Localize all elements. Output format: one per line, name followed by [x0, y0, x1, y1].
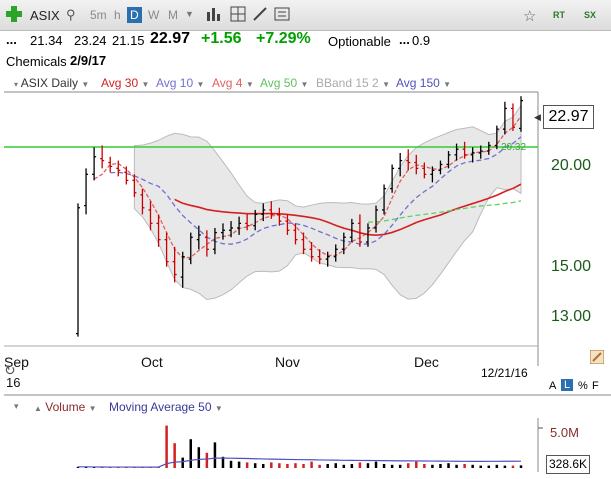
avg10-line	[110, 136, 522, 245]
y-tick-20: 20.00	[551, 157, 592, 174]
quote-ellipsis: ...	[399, 32, 410, 47]
sx-label[interactable]: SX	[584, 10, 597, 20]
settings-icon[interactable]	[274, 6, 290, 27]
x-label-dec: Dec	[414, 354, 439, 370]
end-date-label: 12/21/16	[481, 366, 528, 380]
legend-avg10[interactable]: Avg 10 ▼	[156, 76, 205, 90]
timeframe-h[interactable]: h	[114, 8, 121, 22]
draw-icon[interactable]	[252, 6, 268, 27]
add-icon[interactable]	[6, 6, 22, 22]
scale-a-button[interactable]: A	[549, 380, 557, 392]
scale-percent-button[interactable]: %	[578, 380, 588, 392]
resistance-label: 20.32	[501, 142, 527, 153]
legend-symbol[interactable]: ▾ ASIX Daily ▼	[14, 76, 90, 90]
quote-prefix: ...	[6, 32, 17, 47]
timeframe-5m[interactable]: 5m	[90, 8, 107, 22]
optionable-label: Optionable	[328, 34, 391, 49]
volume-ma-line	[78, 457, 522, 468]
quote-open: 21.34	[30, 33, 63, 48]
bollinger-band	[133, 104, 522, 301]
quote-change: +1.56	[201, 30, 242, 47]
industry-label[interactable]: Chemicals	[6, 54, 67, 69]
indicator-legend: ▾ ASIX Daily ▼ Avg 30 ▼ Avg 10 ▼ Avg 4 ▼…	[0, 74, 611, 91]
volume-label[interactable]: ▲ Volume ▼	[34, 400, 97, 414]
avg4-line	[93, 115, 522, 259]
quote-change-pct: +7.29%	[256, 30, 311, 47]
scale-f-button[interactable]: F	[592, 380, 599, 392]
rt-label[interactable]: RT	[553, 10, 565, 20]
scale-log-button[interactable]: L	[561, 379, 574, 391]
legend-bband[interactable]: BBand 15 2 ▼	[316, 76, 390, 90]
grid-icon[interactable]	[230, 6, 246, 27]
volume-collapse-icon[interactable]: ▾	[14, 401, 19, 411]
x-label-nov: Nov	[275, 354, 300, 370]
y-tick-13: 13.00	[551, 308, 592, 325]
x-label-oct: Oct	[141, 354, 163, 370]
star-icon[interactable]: ☆	[523, 8, 537, 25]
legend-avg30[interactable]: Avg 30 ▼	[101, 76, 150, 90]
last-volume-box: 328.6K	[546, 455, 590, 474]
quote-low: 21.15	[112, 33, 145, 48]
legend-avg4[interactable]: Avg 4 ▼	[212, 76, 254, 90]
quote-last: 22.97	[150, 30, 191, 47]
volume-tick: 5.0M	[550, 425, 579, 440]
toolbar: ASIX ⚲ 5m h D W M ▼ ☆ RT SX	[0, 0, 611, 31]
timeframe-w[interactable]: W	[148, 8, 160, 22]
timeframe-d[interactable]: D	[127, 7, 142, 23]
pencil-icon[interactable]	[589, 349, 605, 369]
volume-legend: ▾ ▲ Volume ▼ Moving Average 50 ▼	[0, 398, 611, 416]
x-label-sep: Sep	[4, 354, 29, 370]
quote-high: 23.24	[74, 33, 107, 48]
price-arrow-icon: ◀	[534, 112, 541, 122]
legend-avg150[interactable]: Avg 150 ▼	[396, 76, 452, 90]
avg50-line	[367, 200, 522, 223]
last-price-box: 22.97	[543, 105, 594, 129]
beta-value: 0.9	[412, 33, 431, 48]
chevron-down-icon[interactable]: ▼	[185, 9, 194, 19]
bar-chart-icon[interactable]	[206, 6, 222, 27]
search-icon[interactable]: ⚲	[66, 7, 76, 22]
refresh-icon[interactable]: ↻	[4, 362, 16, 378]
quote-bar: ... 21.34 23.24 21.15 22.97 +1.56 +7.29%…	[0, 30, 611, 74]
timeframe-m[interactable]: M	[168, 8, 178, 22]
avg30-line	[174, 183, 522, 236]
earnings-date: 2/9/17	[70, 53, 107, 68]
volume-ma-label[interactable]: Moving Average 50 ▼	[109, 400, 223, 414]
x-label-16: 16	[6, 375, 21, 390]
symbol-input[interactable]: ASIX	[30, 8, 60, 23]
y-tick-15: 15.00	[551, 258, 592, 275]
legend-avg50[interactable]: Avg 50 ▼	[260, 76, 309, 90]
